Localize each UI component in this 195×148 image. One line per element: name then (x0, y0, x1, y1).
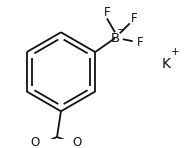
Text: +: + (171, 47, 180, 57)
Text: O: O (31, 136, 40, 148)
Text: O: O (72, 136, 81, 148)
Text: −: − (117, 25, 126, 35)
Text: F: F (104, 6, 110, 19)
Text: F: F (137, 36, 144, 49)
Text: K: K (161, 57, 170, 71)
Text: F: F (131, 12, 138, 25)
Text: B: B (110, 32, 120, 45)
